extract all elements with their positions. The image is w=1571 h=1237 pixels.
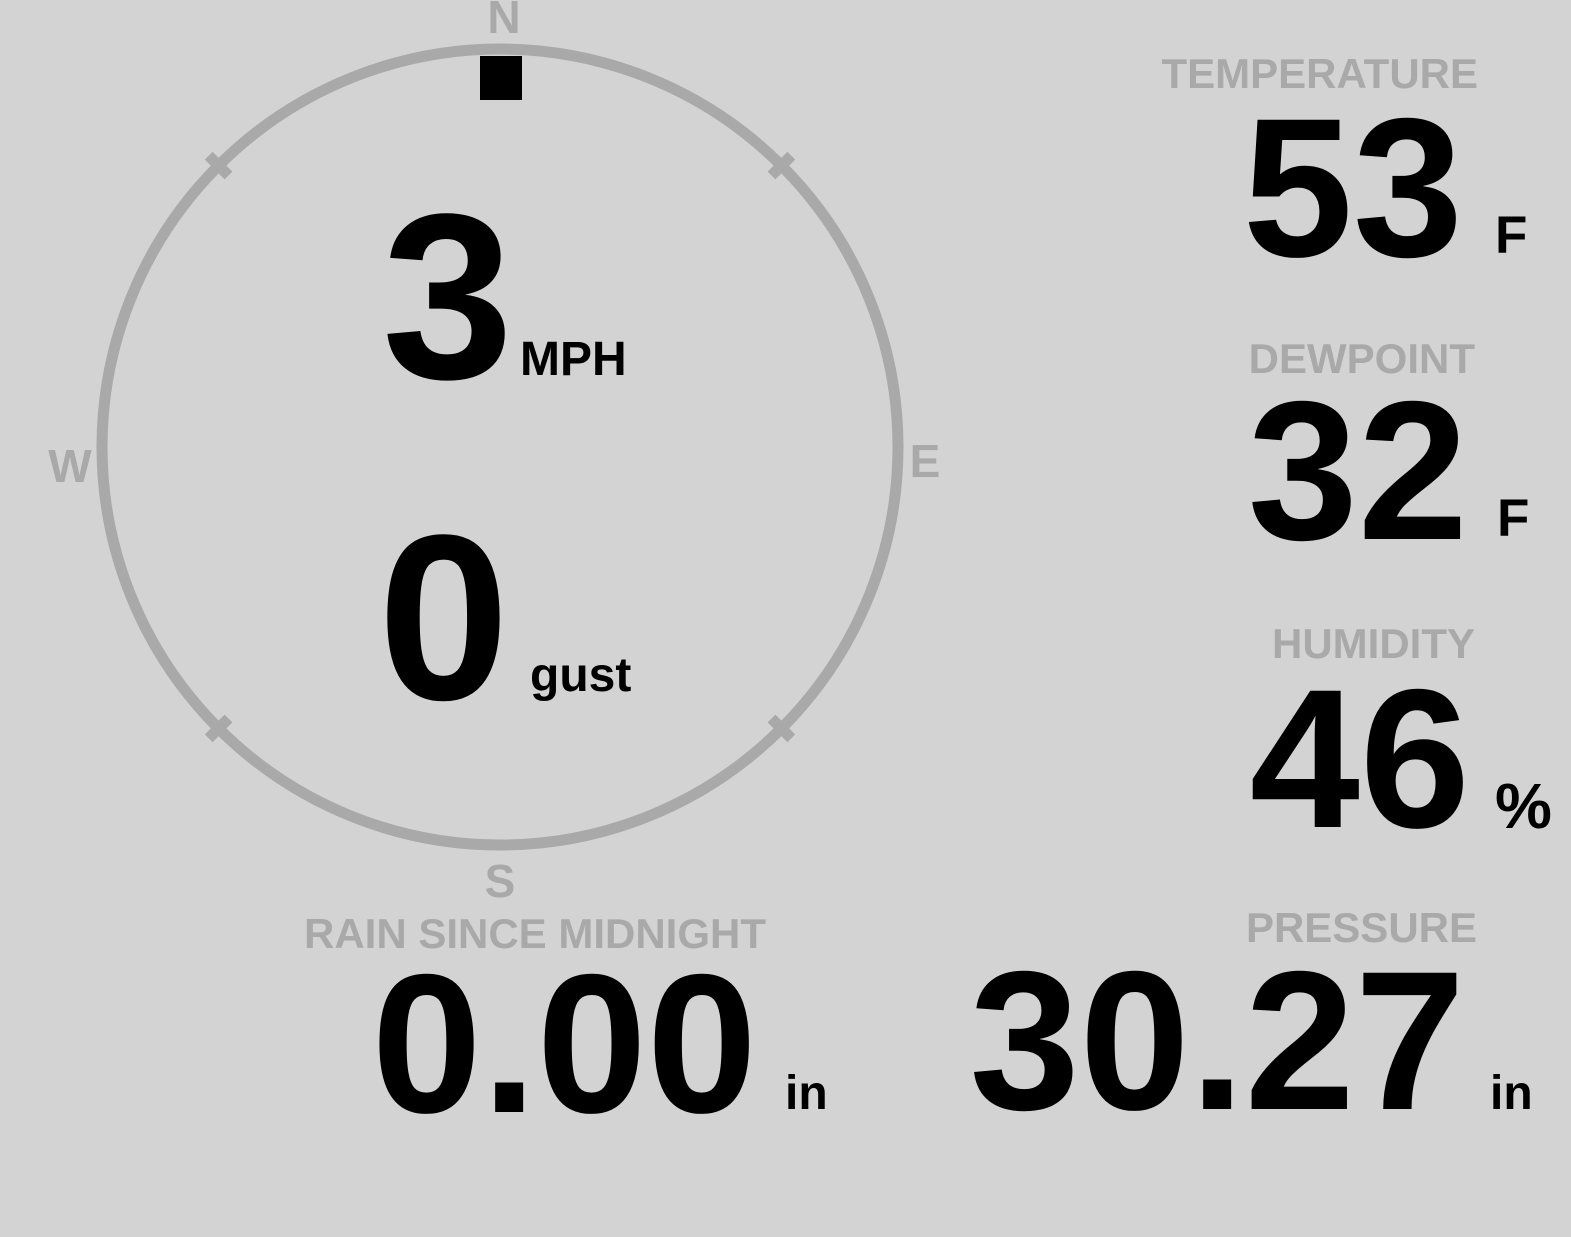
cardinal-west: W xyxy=(48,440,92,492)
compass-ring xyxy=(96,43,904,851)
rain-value: 0.00 xyxy=(371,933,757,1154)
temperature-label: TEMPERATURE xyxy=(1161,50,1478,97)
cardinal-east: E xyxy=(909,435,941,487)
temperature-unit: F xyxy=(1495,206,1528,265)
dewpoint-label: DEWPOINT xyxy=(1248,335,1475,382)
temperature-value: 53 xyxy=(1242,77,1463,298)
compass-tick-nw xyxy=(204,151,233,180)
dewpoint-unit: F xyxy=(1497,489,1530,548)
cardinal-north: N xyxy=(487,0,521,43)
dewpoint-value: 32 xyxy=(1247,360,1468,581)
humidity-label: HUMIDITY xyxy=(1272,620,1475,667)
rain-label: RAIN SINCE MIDNIGHT xyxy=(304,910,766,957)
humidity-unit: % xyxy=(1495,770,1552,842)
pressure-value: 30.27 xyxy=(969,930,1465,1151)
wind-gust-value: 0 xyxy=(378,486,510,750)
compass-tick-sw xyxy=(204,714,233,743)
wind-speed-unit: MPH xyxy=(520,333,627,386)
wind-direction-group xyxy=(480,56,522,100)
compass-tick-se xyxy=(767,714,796,743)
compass-tick-ne xyxy=(767,151,796,180)
wind-gust-unit: gust xyxy=(530,649,632,702)
wind-direction-marker xyxy=(480,56,522,100)
cardinal-south: S xyxy=(484,855,516,907)
rain-unit: in xyxy=(785,1067,828,1120)
wind-speed-value: 3 xyxy=(382,165,514,429)
pressure-label: PRESSURE xyxy=(1245,904,1477,951)
humidity-value: 46 xyxy=(1249,648,1470,869)
pressure-unit: in xyxy=(1490,1067,1533,1120)
